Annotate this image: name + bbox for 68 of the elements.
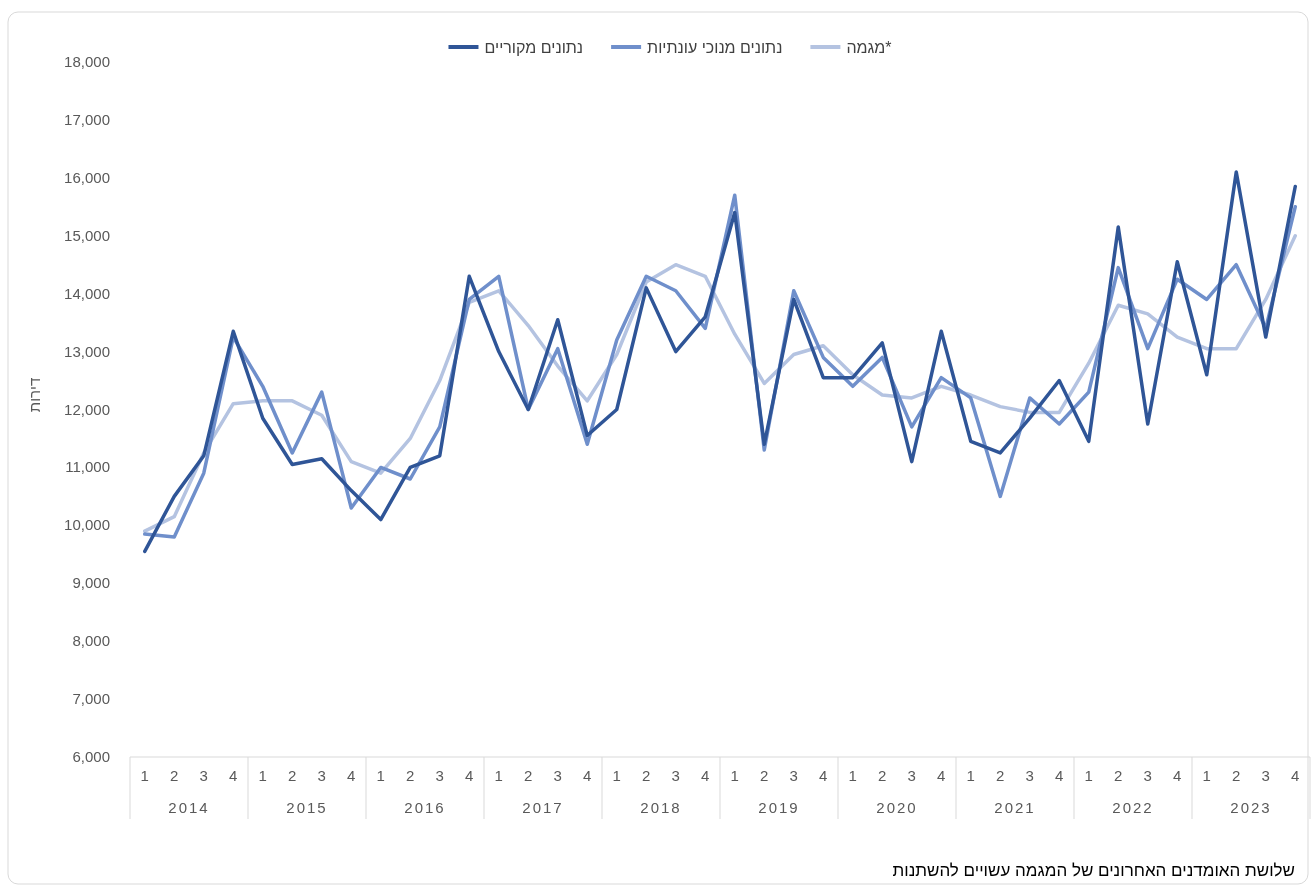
legend-label: נתונים מנוכי עונתיות [647, 39, 783, 56]
x-tick-label: 3 [1143, 767, 1152, 784]
y-tick-label: 11,000 [65, 458, 110, 476]
x-tick-label: 1 [1202, 767, 1211, 784]
y-tick-label: 8,000 [72, 632, 110, 650]
x-tick-label: 4 [465, 767, 474, 784]
x-tick-label: 4 [937, 767, 946, 784]
x-tick-label: 4 [1291, 767, 1300, 784]
x-tick-label: 3 [1261, 767, 1270, 784]
x-tick-label: 2 [1114, 767, 1123, 784]
x-tick-label: 3 [199, 767, 208, 784]
x-tick-label: 2 [288, 767, 297, 784]
text: 2022 [1112, 799, 1154, 816]
text: 2018 [640, 799, 682, 816]
y-tick-label: 10,000 [64, 516, 110, 534]
x-tick-label: 1 [966, 767, 975, 784]
y-tick-label: 18,000 [64, 53, 110, 70]
x-tick-label: 3 [317, 767, 326, 784]
x-tick-label: 2 [524, 767, 533, 784]
legend-label: נתונים מקוריים [484, 39, 584, 56]
x-tick-label: 1 [258, 767, 267, 784]
text: 2021 [994, 799, 1036, 816]
x-tick-label: 2 [1232, 767, 1241, 784]
text: 2020 [876, 799, 918, 816]
x-tick-label: 2 [996, 767, 1005, 784]
text: 2016 [404, 799, 446, 816]
y-tick-label: 9,000 [72, 574, 110, 592]
x-tick-label: 3 [671, 767, 680, 784]
x-tick-label: 2 [642, 767, 651, 784]
x-tick-label: 4 [229, 767, 238, 784]
x-tick-label: 4 [701, 767, 710, 784]
x-tick-label: 4 [1173, 767, 1182, 784]
y-tick-label: 17,000 [64, 110, 110, 128]
x-tick-label: 3 [907, 767, 916, 784]
text: 2017 [522, 799, 564, 816]
x-tick-label: 2 [406, 767, 415, 784]
y-tick-label: 12,000 [64, 400, 110, 418]
x-tick-label: 3 [789, 767, 798, 784]
x-tick-label: 3 [553, 767, 562, 784]
x-tick-label: 1 [494, 767, 503, 784]
y-tick-label: 7,000 [72, 690, 110, 708]
x-tick-label: 3 [1025, 767, 1034, 784]
x-tick-label: 1 [1084, 767, 1093, 784]
x-tick-label: 2 [170, 767, 179, 784]
x-tick-label: 2 [878, 767, 887, 784]
y-tick-label: 14,000 [64, 284, 110, 302]
text: 2014 [168, 799, 210, 816]
x-tick-label: 3 [435, 767, 444, 784]
x-tick-label: 1 [848, 767, 857, 784]
x-tick-label: 4 [347, 767, 356, 784]
x-tick-label: 1 [376, 767, 385, 784]
y-tick-label: 15,000 [64, 226, 110, 244]
x-tick-label: 4 [1055, 767, 1064, 784]
legend-label: מגמה* [846, 39, 892, 56]
x-tick-label: 2 [760, 767, 769, 784]
x-tick-label: 1 [730, 767, 739, 784]
x-tick-label: 1 [140, 767, 149, 784]
text: 2023 [1230, 799, 1272, 816]
text: 2015 [286, 799, 328, 816]
y-tick-label: 16,000 [64, 168, 110, 186]
text: 2019 [758, 799, 800, 816]
x-tick-label: 4 [583, 767, 592, 784]
y-tick-label: 13,000 [64, 342, 110, 360]
y-tick-label: 6,000 [72, 748, 110, 765]
x-tick-label: 1 [612, 767, 621, 784]
y-axis-title: דירות [26, 377, 43, 413]
x-tick-label: 4 [819, 767, 828, 784]
text: שלושת האומדנים האחרונים של המגמה עשויים להשתנות [892, 861, 1295, 880]
